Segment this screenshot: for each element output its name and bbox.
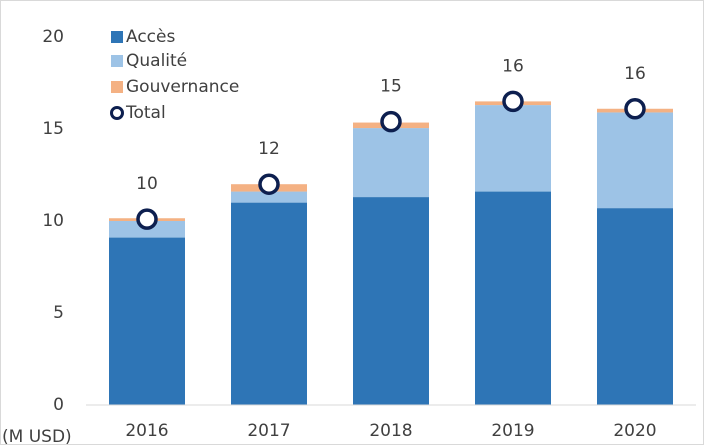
total-label: 15 — [380, 77, 402, 97]
x-tick-label: 2018 — [369, 421, 412, 441]
bar-segment — [597, 112, 673, 209]
bar-segment — [353, 128, 429, 198]
y-tick-label: 20 — [42, 27, 64, 47]
total-label: 16 — [624, 64, 646, 84]
y-tick-label: 0 — [53, 395, 64, 415]
y-tick-label: 10 — [42, 211, 64, 231]
total-marker — [136, 208, 158, 230]
legend-label: Accès — [126, 27, 175, 47]
total-marker — [624, 98, 646, 120]
bar-segment — [109, 237, 185, 405]
total-marker — [380, 110, 402, 133]
y-tick-label: 15 — [42, 119, 64, 139]
legend-label: Gouvernance — [126, 77, 239, 97]
legend-label: Total — [125, 103, 166, 123]
x-tick-label: 2019 — [491, 421, 534, 441]
x-tick-label: 2017 — [247, 421, 290, 441]
legend-swatch — [111, 81, 123, 93]
total-label: 16 — [502, 56, 524, 76]
bar-segment — [353, 197, 429, 405]
bar-segment — [597, 208, 673, 405]
bar-segment — [231, 191, 307, 203]
total-label: 10 — [136, 174, 158, 194]
x-tick-label: 2020 — [613, 421, 656, 441]
total-label: 12 — [258, 139, 280, 159]
y-tick-label: 5 — [53, 303, 64, 323]
x-axis-label: (M USD) — [2, 427, 72, 445]
legend-label: Qualité — [126, 51, 187, 71]
bar-segment — [475, 191, 551, 405]
bar-segment — [475, 105, 551, 192]
total-marker — [502, 90, 524, 113]
bar-segment — [231, 202, 307, 405]
legend-swatch — [111, 55, 123, 67]
total-marker — [258, 173, 280, 195]
legend-marker — [110, 106, 124, 120]
legend-swatch — [111, 31, 123, 43]
x-tick-label: 2016 — [125, 421, 168, 441]
